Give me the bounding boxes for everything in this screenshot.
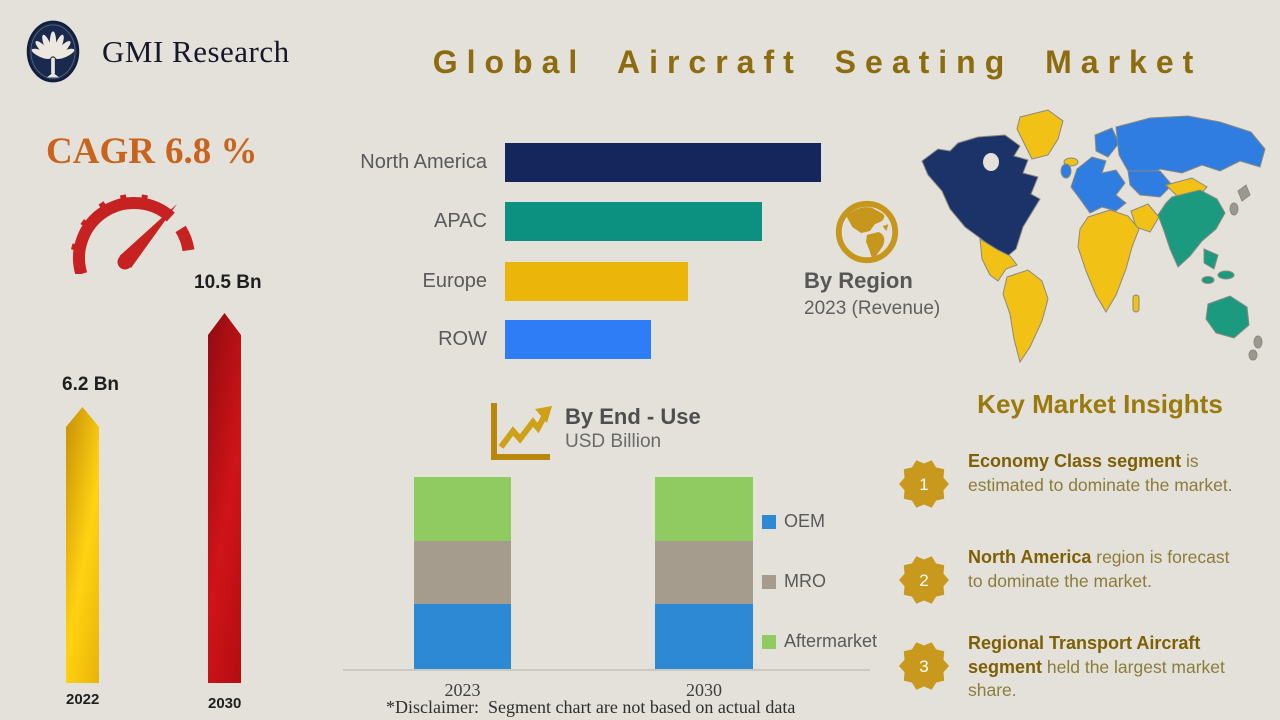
insight-text: Regional Transport Aircraft segment held…: [968, 632, 1248, 703]
region-label: North America: [360, 151, 487, 173]
badge-2-icon: 2: [899, 556, 949, 604]
x-axis-label: 2030: [686, 680, 722, 700]
enduse-subtitle: USD Billion: [565, 431, 662, 452]
insight-bold: Regional Transport Aircraft segment: [968, 633, 1201, 677]
globe-icon: [835, 200, 899, 264]
insight-rest: is estimated to dominate the market.: [968, 451, 1233, 495]
region-row: Europe: [330, 262, 688, 301]
growth-bar-2030: [208, 313, 241, 683]
region-label: APAC: [434, 210, 487, 232]
cagr-value: 6.8 %: [164, 131, 258, 172]
growth-value-2022: 6.2 Bn: [62, 374, 120, 395]
legend-swatch-mro: [762, 574, 776, 589]
by-region-title: By Region: [804, 268, 913, 293]
insight-item: 1 Economy Class segment is estimated to …: [898, 450, 1248, 510]
insight-item: 2 North America region is forecast to do…: [898, 546, 1248, 606]
world-map: [921, 109, 1266, 364]
segment-oem: [655, 604, 753, 670]
segment-aftermarket: [655, 477, 753, 541]
region-bar-row: [505, 320, 651, 359]
region-bar-europe: [505, 262, 688, 301]
legend-label: Aftermarket: [784, 631, 878, 651]
badge-1-icon: 1: [899, 460, 949, 508]
region-row: North America: [330, 143, 821, 182]
line-chart-icon: [491, 403, 552, 460]
region-bar-apac: [505, 202, 762, 241]
gmi-research-logo-icon: [26, 20, 80, 83]
page-title: Global Aircraft Seating Market: [432, 44, 1203, 80]
growth-bar-2022: [66, 407, 99, 683]
x-axis-label: 2023: [444, 680, 481, 700]
svg-text:1: 1: [919, 475, 928, 494]
region-row: APAC: [330, 202, 762, 241]
growth-value-2030: 10.5 Bn: [194, 272, 262, 293]
growth-year-2022: 2022: [66, 691, 100, 708]
legend-swatch-aftermarket: [762, 634, 776, 649]
by-region-subtitle: 2023 (Revenue): [804, 298, 941, 319]
insight-text: North America region is forecast to domi…: [968, 546, 1248, 593]
legend-swatch-oem: [762, 514, 776, 529]
segment-aftermarket: [414, 477, 511, 541]
segment-mro: [414, 541, 511, 604]
svg-text:3: 3: [919, 657, 928, 676]
region-bar-north-america: [505, 143, 821, 182]
region-label: Europe: [422, 270, 488, 292]
insight-text: Economy Class segment is estimated to do…: [968, 450, 1248, 497]
legend-label: OEM: [784, 511, 826, 531]
growth-year-2030: 2030: [208, 695, 242, 712]
enduse-title: By End - Use: [565, 404, 701, 429]
disclaimer-text: *Disclaimer: Segment chart are not based…: [386, 697, 796, 717]
segment-oem: [414, 604, 511, 670]
insight-bold: North America: [968, 547, 1092, 567]
legend-label: MRO: [784, 571, 826, 591]
segment-mro: [655, 541, 753, 604]
speedometer-icon: [70, 194, 195, 274]
insight-rest: region is forecast to dominate the marke…: [968, 547, 1230, 591]
stacked-bar-2023: [414, 477, 511, 670]
x-axis-line: [343, 669, 870, 671]
stacked-bar-2030: [655, 477, 753, 670]
legend-item-aftermarket: Aftermarket: [762, 631, 877, 652]
region-label: ROW: [438, 328, 487, 350]
insight-rest: held the largest market share.: [968, 656, 1225, 701]
svg-text:2: 2: [919, 571, 928, 590]
brand-name: GMI Research: [102, 34, 290, 69]
cagr-callout: CAGR 6.8 %: [46, 130, 257, 173]
insight-bold: Economy Class segment: [968, 451, 1182, 471]
region-row: ROW: [330, 320, 651, 359]
cagr-label: CAGR: [46, 131, 155, 172]
legend-item-oem: OEM: [762, 511, 825, 532]
badge-3-icon: 3: [899, 642, 949, 690]
insight-item: 3 Regional Transport Aircraft segment he…: [898, 632, 1248, 703]
insights-title: Key Market Insights: [977, 389, 1223, 419]
legend-item-mro: MRO: [762, 571, 826, 592]
